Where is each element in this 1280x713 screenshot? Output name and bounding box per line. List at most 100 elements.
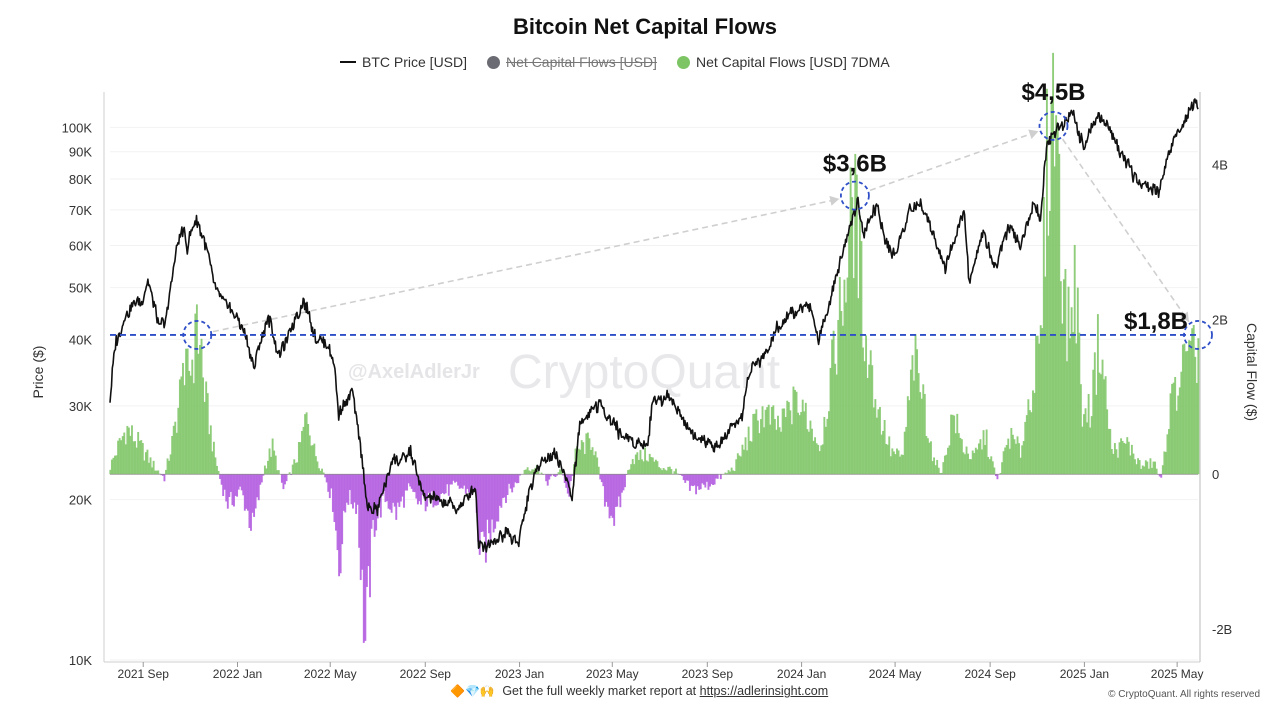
y-left-tick-label: 20K [69,493,92,508]
y-left-tick-label: 50K [69,281,92,296]
flow-bar [931,461,934,475]
flow-bar [1106,409,1109,475]
flow-bar [293,459,296,475]
flow-bar [403,474,405,508]
flow-bar [387,474,390,509]
flow-bar [823,416,826,475]
flow-bar [223,474,226,490]
flow-bar [1103,379,1106,475]
flow-bar [378,474,381,504]
flow-bar [505,474,507,503]
flow-bar [250,474,252,531]
flow-bar [605,474,608,502]
legend-item-flows-7dma[interactable]: Net Capital Flows [USD] 7DMA [676,54,890,70]
flow-bar [1033,392,1036,475]
flow-bar [1110,448,1113,475]
flow-bar [1169,393,1172,475]
flow-bar [1049,210,1051,475]
flow-bar [940,472,943,475]
legend-line-swatch [340,61,356,63]
flow-bar [191,359,194,475]
flow-bar [715,474,718,479]
flow-bar [792,386,795,475]
flow-bar [492,474,495,533]
flow-bar [457,474,460,486]
flow-bar [658,467,660,475]
flow-bar [636,452,639,475]
flow-bar [262,474,265,476]
footer-link[interactable]: https://adlerinsight.com [699,684,829,698]
flow-bar [294,462,297,475]
flow-bar [336,474,339,551]
flow-bar [157,470,160,475]
flow-bar [370,474,373,529]
flow-bar [242,474,245,496]
flow-bar [1180,371,1183,475]
flow-bar [922,384,925,475]
flow-bar [1015,443,1017,475]
flow-bar [123,432,126,475]
flow-bar [631,459,634,475]
flow-bar [260,474,263,483]
flow-bar [109,469,112,475]
flow-bar [267,460,269,475]
flow-bar [1039,325,1042,475]
flow-bar [1058,153,1061,475]
flow-bar [1164,451,1167,475]
flow-bar [821,444,824,475]
flow-bar [602,474,605,487]
chart-title: Bitcoin Net Capital Flows [512,14,778,39]
flow-bar [854,153,857,475]
flow-bar [429,474,432,498]
flow-bar [447,474,450,496]
legend-label-flows: Net Capital Flows [USD] [506,54,657,70]
flow-bar [713,474,716,485]
flow-bar [1191,328,1194,475]
flow-bar [117,440,120,475]
flow-bar [891,448,894,475]
flow-bar [913,380,915,475]
legend-item-price[interactable]: BTC Price [USD] [340,54,467,70]
flow-bar [820,445,823,475]
flow-bar [483,474,486,537]
flow-bar [845,302,847,475]
flow-bar [1194,356,1197,475]
flow-bar [163,474,166,482]
flow-bar [177,407,180,475]
flow-bar [1123,442,1126,475]
flow-bar [512,474,515,488]
flow-bar [959,437,962,475]
flow-bar [229,474,232,492]
flow-bar [795,391,798,475]
flow-bar [254,474,257,509]
trend-arrowhead [1028,129,1039,139]
y-left-tick-label: 100K [62,120,93,135]
flow-bar [273,450,276,475]
flow-bar [327,474,330,492]
flow-bar [712,474,715,486]
flow-bar [996,474,999,480]
flow-bar [554,474,557,478]
legend-item-flows[interactable]: Net Capital Flows [USD] [487,54,657,70]
highlight-circle [840,180,870,211]
flow-bar [1120,438,1123,475]
flow-bar [886,444,889,475]
flow-bar [484,474,487,563]
flow-bar [747,426,750,475]
flow-bar [838,277,841,475]
flow-bar [770,406,773,475]
flow-bar [274,455,277,475]
y-left-tick-label: 30K [69,399,92,414]
flow-bar [560,470,563,475]
flow-bar [149,457,152,475]
flow-bar [515,474,518,484]
flow-bar [687,474,690,481]
flow-bar [263,465,266,475]
flow-bar [1171,383,1174,475]
flow-bar [964,454,966,475]
flow-bar [430,474,433,492]
flow-bar [1168,429,1170,475]
flow-bar [639,449,642,475]
flow-bar [390,474,393,513]
